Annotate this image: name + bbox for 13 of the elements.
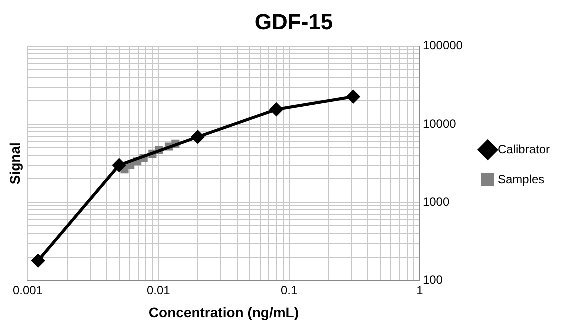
chart-title: GDF-15 [254, 9, 334, 34]
x-tick-label: 0.01 [146, 283, 171, 298]
x-tick-label: 0.001 [12, 283, 44, 298]
y-tick-label: 1000 [422, 194, 450, 209]
y-tick-label: 100 [422, 273, 444, 288]
x-tick-label: 1 [416, 283, 424, 298]
x-axis-title: Concentration (ng/mL) [148, 304, 300, 320]
legend-label: Samples [498, 172, 545, 186]
legend-label: Calibrator [498, 142, 550, 156]
y-tick-label: 100000 [422, 38, 464, 53]
x-tick-label: 0.1 [280, 283, 298, 298]
y-tick-label: 10000 [422, 116, 457, 131]
y-axis-title: Signal [6, 142, 23, 185]
